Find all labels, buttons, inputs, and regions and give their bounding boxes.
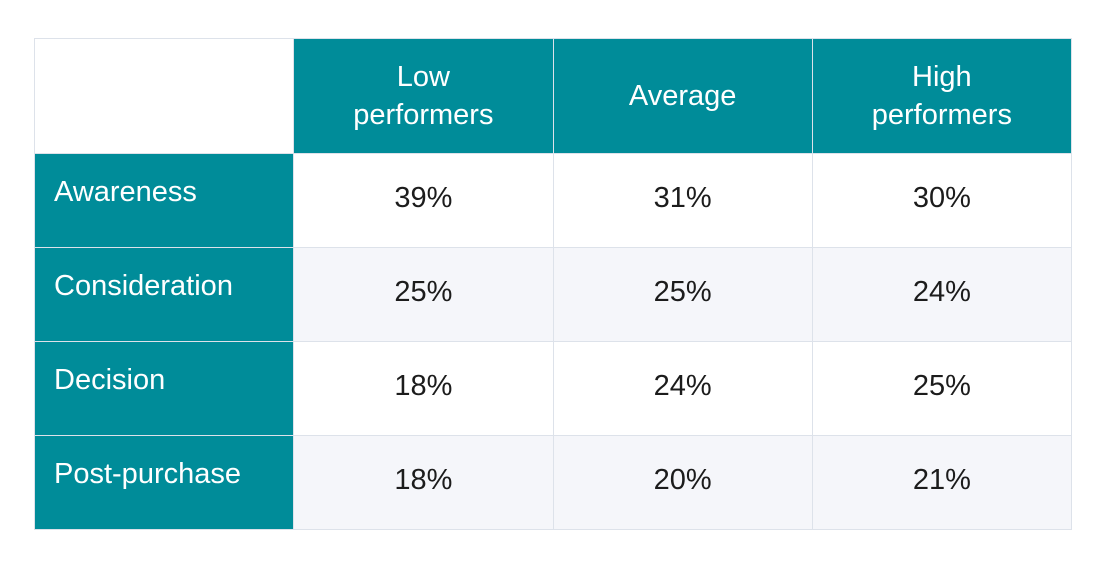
table-header-row: Low performers Average High performers xyxy=(33,38,1073,154)
row-header-awareness: Awareness xyxy=(33,153,295,248)
row-header-post-purchase: Post-purchase xyxy=(33,435,295,530)
cell-post-purchase-high-performers: 21% xyxy=(811,435,1073,530)
table-corner-cell xyxy=(33,38,295,154)
cell-decision-average: 24% xyxy=(552,341,813,436)
column-header-high-performers: High performers xyxy=(811,38,1073,154)
cell-post-purchase-average: 20% xyxy=(552,435,813,530)
table-row-consideration: Consideration 25% 25% 24% xyxy=(33,247,1073,342)
cell-awareness-average: 31% xyxy=(552,153,813,248)
column-header-low-performers: Low performers xyxy=(293,38,554,154)
cell-decision-low-performers: 18% xyxy=(293,341,554,436)
cell-consideration-average: 25% xyxy=(552,247,813,342)
table-row-awareness: Awareness 39% 31% 30% xyxy=(33,153,1073,248)
column-header-average: Average xyxy=(552,38,813,154)
table-row-post-purchase: Post-purchase 18% 20% 21% xyxy=(33,435,1073,530)
row-header-decision: Decision xyxy=(33,341,295,436)
cell-consideration-low-performers: 25% xyxy=(293,247,554,342)
stage-performance-table: Low performers Average High performers A… xyxy=(33,38,1073,530)
table-row-decision: Decision 18% 24% 25% xyxy=(33,341,1073,436)
cell-awareness-low-performers: 39% xyxy=(293,153,554,248)
cell-awareness-high-performers: 30% xyxy=(811,153,1073,248)
row-header-consideration: Consideration xyxy=(33,247,295,342)
cell-decision-high-performers: 25% xyxy=(811,341,1073,436)
cell-consideration-high-performers: 24% xyxy=(811,247,1073,342)
cell-post-purchase-low-performers: 18% xyxy=(293,435,554,530)
